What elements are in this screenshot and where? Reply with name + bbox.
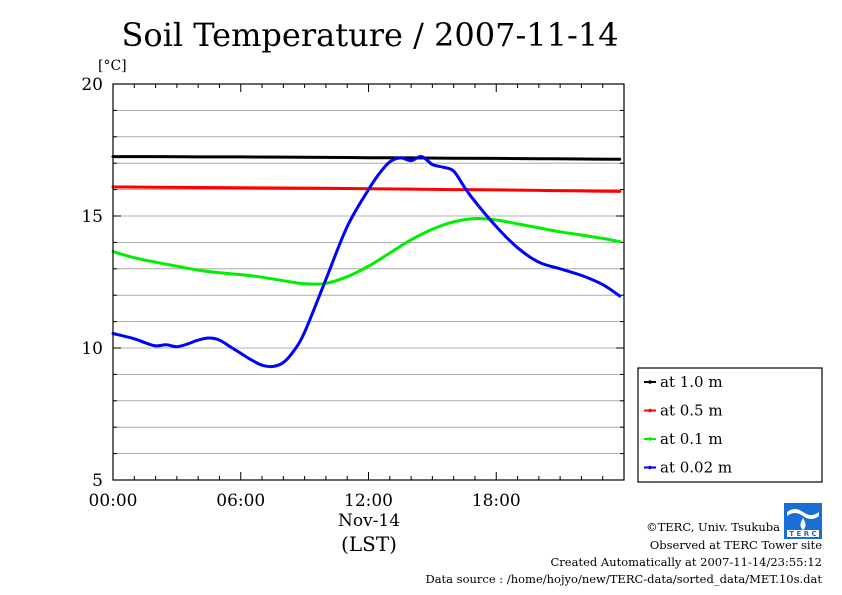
logo-text: T E R C: [789, 530, 816, 538]
x-tick-label: 12:00: [344, 491, 393, 511]
footer-created: Created Automatically at 2007-11-14/23:5…: [551, 555, 823, 569]
y-tick-label: 20: [81, 75, 103, 95]
y-tick-labels: 5 10 15 20: [81, 75, 103, 491]
x-axis-date-label: Nov-14: [338, 511, 400, 531]
legend-marker: [648, 408, 652, 413]
footer-observed: Observed at TERC Tower site: [650, 538, 822, 552]
x-axis-label: (LST): [341, 532, 397, 556]
legend-label: at 0.02 m: [660, 459, 732, 477]
series-line-0: [111, 155, 622, 161]
plot-area: [113, 84, 624, 480]
series-layer: [111, 155, 622, 369]
plot-frame: [112, 83, 625, 481]
legend-label: at 0.1 m: [660, 430, 723, 448]
x-tick-labels: 00:00 06:00 12:00 18:00: [89, 491, 521, 511]
y-tick-label: 15: [81, 207, 103, 227]
legend-box: [637, 367, 823, 483]
footer-copyright: ©TERC, Univ. Tsukuba: [646, 520, 780, 534]
legend-marker: [648, 465, 652, 470]
y-tick-label: 10: [81, 339, 103, 359]
x-tick-label: 00:00: [89, 491, 138, 511]
x-tick-label: 18:00: [472, 491, 521, 511]
y-tick-label: 5: [92, 471, 103, 491]
legend-marker: [648, 437, 652, 441]
legend-marker: [648, 380, 652, 384]
chart-title: Soil Temperature / 2007-11-14: [121, 16, 618, 54]
terc-logo: T E R C: [784, 503, 822, 539]
series-line-3: [111, 155, 622, 369]
footer-source: Data source : /home/hojyo/new/TERC-data/…: [425, 572, 822, 586]
legend-label: at 0.5 m: [660, 402, 723, 420]
legend-label: at 1.0 m: [660, 373, 723, 391]
y-axis-unit-label: [°C]: [98, 58, 127, 74]
series-line-2: [111, 217, 622, 286]
x-tick-label: 06:00: [216, 491, 265, 511]
grid-lines: [113, 110, 624, 455]
legend: at 1.0 m at 0.5 m at 0.1 m at 0.02 m: [637, 367, 823, 483]
